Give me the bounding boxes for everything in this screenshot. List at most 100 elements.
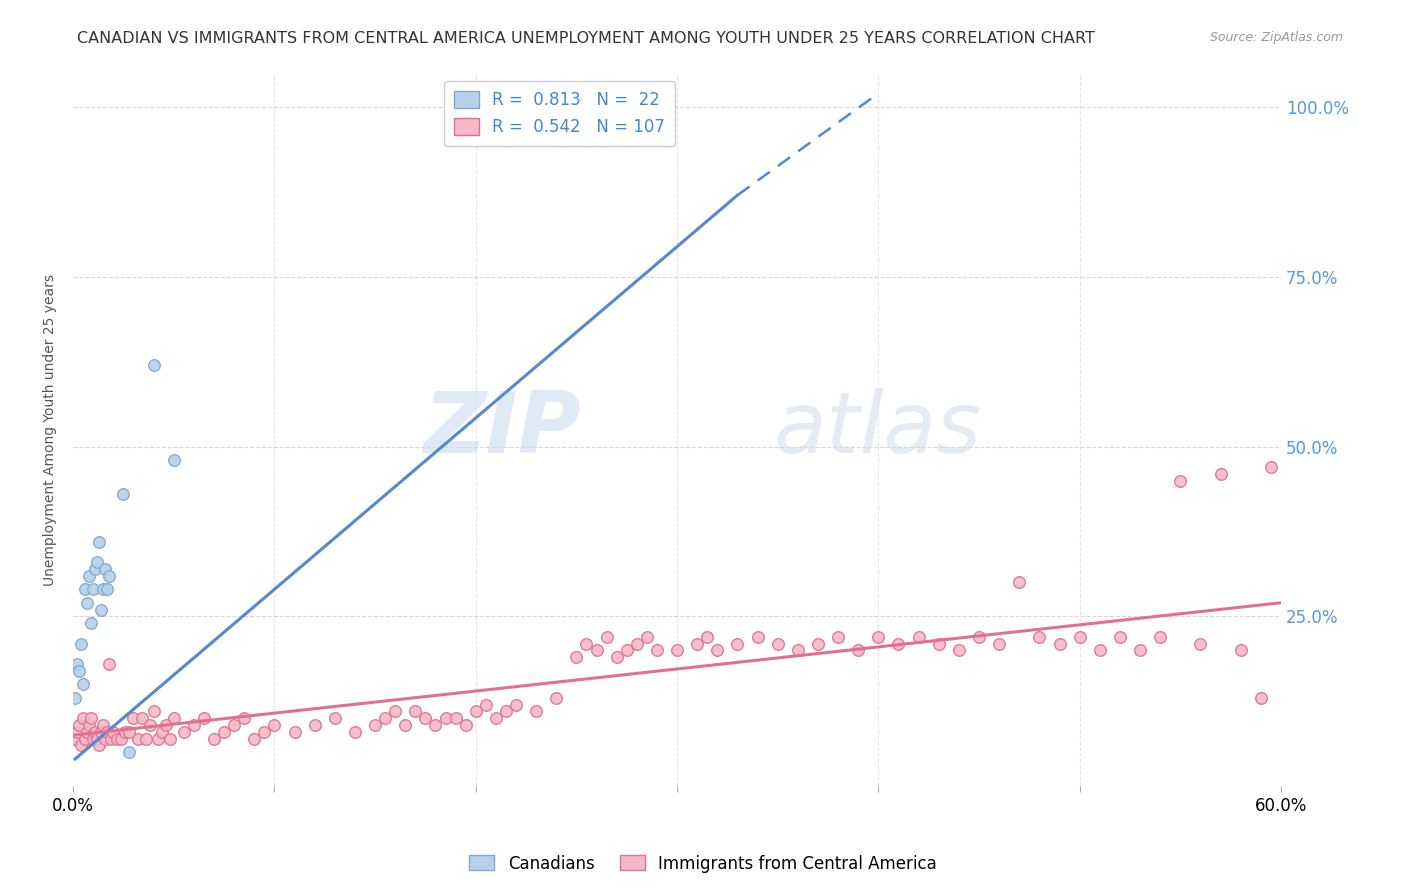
Point [1109, 630, 1132, 644]
Point [394, 718, 416, 732]
Point [89, 739, 111, 753]
Point [263, 718, 285, 732]
Point [77, 568, 100, 582]
Point [907, 630, 929, 644]
Point [575, 636, 598, 650]
Point [163, 711, 186, 725]
Point [150, 724, 173, 739]
Point [585, 643, 607, 657]
Point [233, 711, 256, 725]
Point [135, 731, 157, 746]
Text: atlas: atlas [773, 388, 981, 471]
Point [706, 643, 728, 657]
Point [384, 705, 406, 719]
Point [142, 358, 165, 372]
Point [66, 724, 89, 739]
Point [374, 711, 396, 725]
Point [84, 562, 107, 576]
Point [988, 636, 1011, 650]
Point [112, 487, 135, 501]
Point [928, 636, 950, 650]
Point [72, 677, 94, 691]
Point [1189, 636, 1212, 650]
Point [94, 731, 117, 746]
Point [253, 724, 276, 739]
Point [827, 630, 849, 644]
Point [444, 711, 467, 725]
Point [364, 718, 387, 732]
Point [76, 724, 98, 739]
Point [98, 657, 121, 671]
Point [887, 636, 910, 650]
Point [86, 731, 108, 746]
Point [1049, 636, 1071, 650]
Point [202, 731, 225, 746]
Point [967, 630, 990, 644]
Point [105, 731, 128, 746]
Point [1260, 459, 1282, 474]
Point [142, 705, 165, 719]
Point [304, 718, 326, 732]
Point [159, 731, 181, 746]
Point [63, 690, 86, 705]
Point [98, 568, 121, 582]
Point [86, 555, 108, 569]
Point [82, 582, 104, 597]
Point [546, 690, 568, 705]
Point [1088, 643, 1111, 657]
Point [454, 718, 477, 732]
Point [1229, 643, 1251, 657]
Point [565, 650, 588, 665]
Point [786, 643, 808, 657]
Point [725, 636, 748, 650]
Point [1149, 630, 1171, 644]
Point [243, 731, 266, 746]
Point [1028, 630, 1050, 644]
Point [80, 616, 103, 631]
Point [75, 731, 97, 746]
Point [131, 711, 153, 725]
Point [524, 705, 547, 719]
Legend: R =  0.813   N =  22, R =  0.542   N = 107: R = 0.813 N = 22, R = 0.542 N = 107 [444, 81, 675, 146]
Point [686, 636, 709, 650]
Point [626, 636, 648, 650]
Point [70, 739, 93, 753]
Point [323, 711, 346, 725]
Point [505, 698, 527, 712]
Point [475, 698, 498, 712]
Point [90, 724, 112, 739]
Point [89, 534, 111, 549]
Point [80, 711, 103, 725]
Point [91, 582, 114, 597]
Point [595, 630, 617, 644]
Point [666, 643, 689, 657]
Point [67, 718, 90, 732]
Point [90, 602, 112, 616]
Point [868, 630, 890, 644]
Point [127, 731, 149, 746]
Point [212, 724, 235, 739]
Point [66, 657, 89, 671]
Point [948, 643, 970, 657]
Point [91, 718, 114, 732]
Point [72, 711, 94, 725]
Point [146, 731, 169, 746]
Point [696, 630, 718, 644]
Point [103, 724, 125, 739]
Text: CANADIAN VS IMMIGRANTS FROM CENTRAL AMERICA UNEMPLOYMENT AMONG YOUTH UNDER 25 YE: CANADIAN VS IMMIGRANTS FROM CENTRAL AMER… [77, 31, 1095, 46]
Point [67, 664, 90, 678]
Point [224, 718, 246, 732]
Point [1129, 643, 1152, 657]
Point [77, 718, 100, 732]
Point [155, 718, 177, 732]
Point [173, 724, 195, 739]
Point [114, 724, 136, 739]
Point [283, 724, 305, 739]
Point [1250, 690, 1272, 705]
Point [645, 643, 668, 657]
Point [84, 724, 107, 739]
Point [193, 711, 215, 725]
Point [807, 636, 830, 650]
Point [1168, 474, 1191, 488]
Point [495, 705, 517, 719]
